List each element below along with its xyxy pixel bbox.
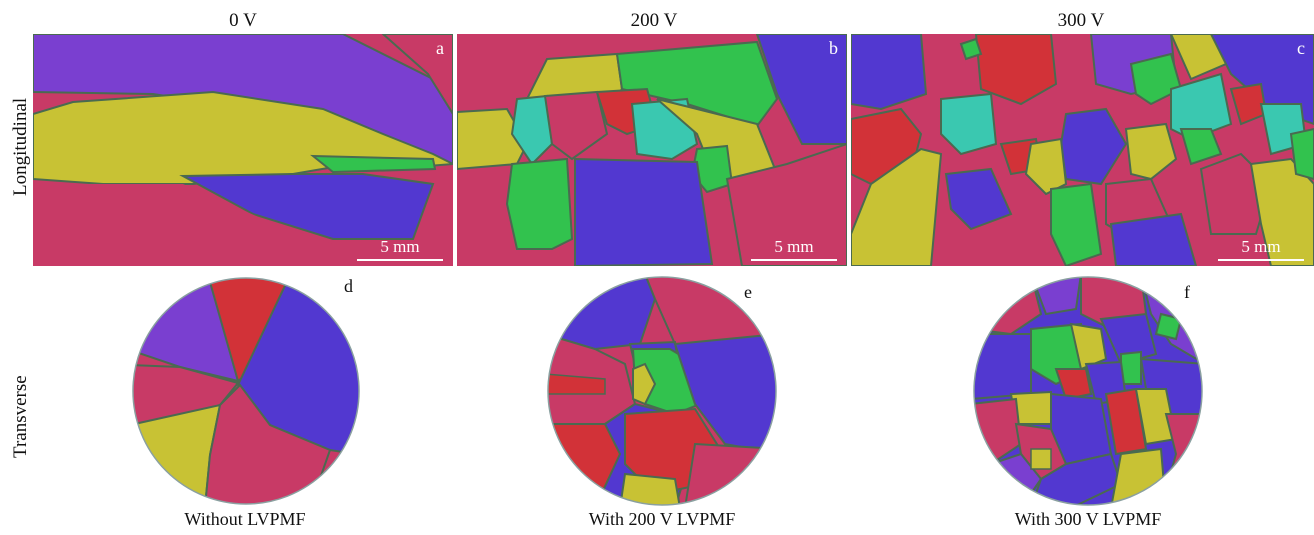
grain-map-a	[33, 34, 453, 266]
column-title-200v: 200 V	[630, 10, 678, 31]
caption-d: Without LVPMF	[184, 509, 306, 529]
row-label-longitudinal: Longitudinal	[10, 97, 31, 196]
caption-f: With 300 V LVPMF	[1014, 509, 1162, 529]
caption-e: With 200 V LVPMF	[588, 509, 736, 529]
panel-letter-a: a	[436, 38, 444, 58]
scale-bar-line	[357, 259, 443, 261]
panel-letter-c: c	[1297, 38, 1305, 58]
grain-map-c	[851, 34, 1314, 266]
scale-bar-label: 5 mm	[774, 237, 814, 256]
transverse-disc-d	[130, 275, 362, 507]
scale-bar-a: 5 mm	[357, 237, 443, 261]
transverse-disc-e	[545, 274, 779, 508]
grain-map-b	[457, 34, 847, 266]
longitudinal-panel-b: b 5 mm	[457, 34, 847, 266]
panel-letter-e: e	[744, 282, 752, 302]
panel-letter-d: d	[344, 276, 353, 296]
scale-bar-line	[751, 259, 837, 261]
transverse-disc-f	[971, 274, 1205, 508]
column-title-0v: 0 V	[229, 10, 257, 31]
scale-bar-label: 5 mm	[380, 237, 420, 256]
column-title-300v: 300 V	[1057, 10, 1105, 31]
panel-letter-f: f	[1184, 282, 1190, 302]
row-label-transverse: Transverse	[10, 375, 31, 458]
scale-bar-label: 5 mm	[1241, 237, 1281, 256]
scale-bar-b: 5 mm	[751, 237, 837, 261]
grain-map-d	[132, 277, 360, 505]
longitudinal-panel-a: a 5 mm	[33, 34, 453, 266]
panel-letter-b: b	[829, 38, 838, 58]
longitudinal-panel-c: c 5 mm	[851, 34, 1314, 266]
scale-bar-line	[1218, 259, 1304, 261]
scale-bar-c: 5 mm	[1218, 237, 1304, 261]
grain-map-e	[547, 276, 777, 506]
grain-map-f	[973, 276, 1203, 506]
